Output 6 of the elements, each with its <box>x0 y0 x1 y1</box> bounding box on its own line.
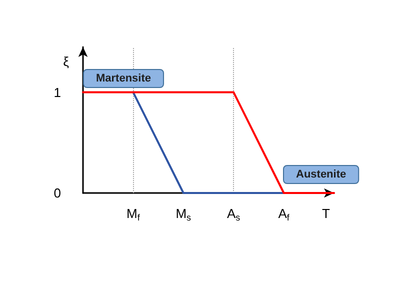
y-tick-label: 1 <box>54 84 61 100</box>
y-axis-title: ξ <box>63 54 70 69</box>
annotation: Martensite <box>96 72 152 84</box>
annotation: Austenite <box>296 168 346 180</box>
x-axis-title: T <box>322 206 330 221</box>
y-tick-label: 0 <box>54 186 61 200</box>
